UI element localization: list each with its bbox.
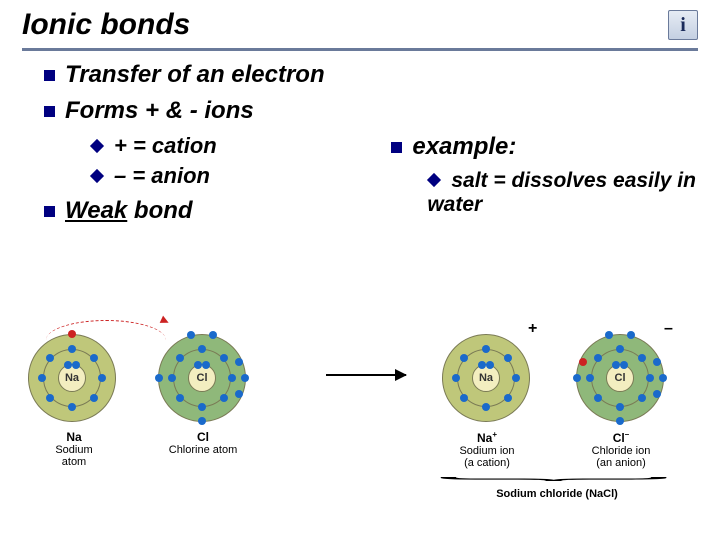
- bullet-transfer: Transfer of an electron: [44, 61, 387, 89]
- sub-bullet-salt: salt = dissolves easily in water: [427, 169, 702, 217]
- chloride-ion: Cl: [576, 334, 664, 422]
- page-title: Ionic bonds: [22, 8, 190, 42]
- minus-sign: –: [664, 320, 673, 338]
- ionic-bond-diagram: Na Cl Na: [28, 316, 698, 506]
- plus-sign: +: [528, 320, 537, 338]
- title-divider: [22, 48, 698, 51]
- sub-bullet-cation: + = cation: [90, 133, 387, 159]
- bullet-weak-bond: Weak bond: [44, 197, 387, 225]
- compound-brace: } Sodium chloride (NaCl): [442, 472, 672, 500]
- sub-bullet-anion: – = anion: [90, 163, 387, 189]
- sodium-atom: Na: [28, 334, 116, 422]
- bullet-forms-ions: Forms + & - ions: [44, 97, 387, 125]
- label-cl-atom: ClChlorine atom: [168, 430, 238, 456]
- label-cl-ion: Cl– Chloride ion(an anion): [586, 430, 656, 469]
- bullet-example: example:: [391, 133, 702, 161]
- reaction-arrow-icon: [326, 374, 406, 376]
- label-na-ion: Na+ Sodium ion(a cation): [454, 430, 520, 469]
- info-icon[interactable]: i: [668, 10, 698, 40]
- sodium-ion: Na: [442, 334, 530, 422]
- label-na-atom: NaSodium atom: [44, 430, 104, 468]
- chlorine-atom: Cl: [158, 334, 246, 422]
